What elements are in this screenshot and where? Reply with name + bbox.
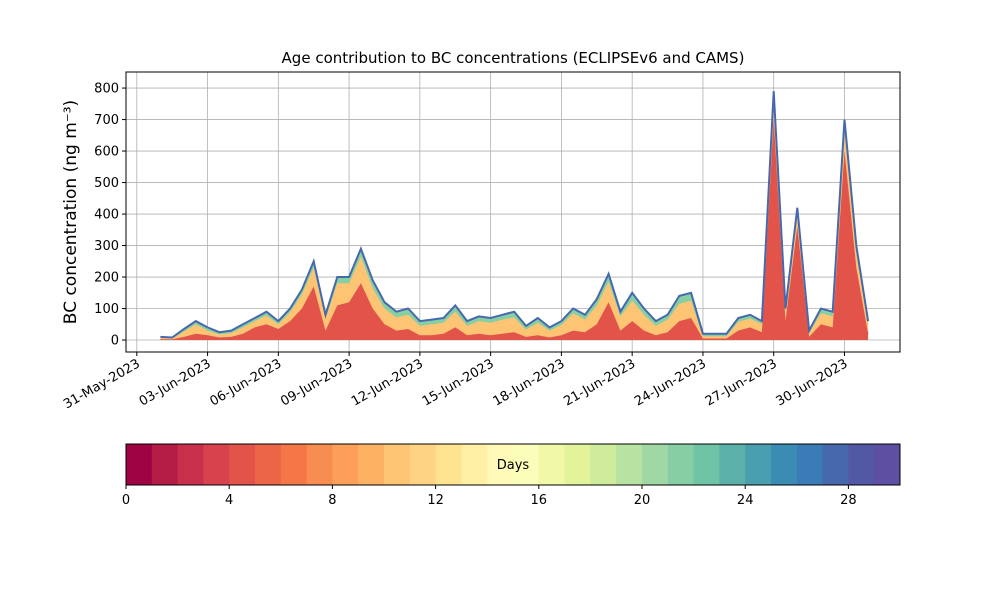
colorbar-swatch xyxy=(796,444,824,485)
colorbar-swatch xyxy=(177,444,204,485)
colorbar-swatch xyxy=(667,444,695,485)
x-tick-label: 09-Jun-2023 xyxy=(278,356,355,409)
colorbar-swatch xyxy=(332,444,359,485)
area-fill xyxy=(160,119,869,340)
colorbar-swatch xyxy=(126,444,153,485)
y-tick-label: 300 xyxy=(94,239,119,254)
colorbar-tick-label: 12 xyxy=(427,493,444,508)
x-tick-label: 15-Jun-2023 xyxy=(420,356,497,409)
colorbar-swatch xyxy=(616,444,643,485)
y-tick-label: 800 xyxy=(94,82,119,97)
colorbar-swatch xyxy=(203,444,230,485)
colorbar-swatch xyxy=(358,444,385,485)
colorbar-swatch xyxy=(409,444,437,485)
x-tick-label: 21-Jun-2023 xyxy=(561,356,638,409)
colorbar-swatch xyxy=(487,444,514,485)
colorbar-swatch xyxy=(771,444,798,485)
y-tick-label: 500 xyxy=(94,176,119,191)
y-tick-label: 700 xyxy=(94,113,119,128)
x-tick-label: 06-Jun-2023 xyxy=(208,356,285,409)
colorbar-swatch xyxy=(461,444,488,485)
x-tick-label: 27-Jun-2023 xyxy=(703,356,780,409)
colorbar-swatch xyxy=(745,444,772,485)
colorbar-swatch xyxy=(564,444,591,485)
x-tick-label: 18-Jun-2023 xyxy=(491,356,568,409)
y-tick-label: 600 xyxy=(94,145,119,160)
y-tick-label: 0 xyxy=(111,334,119,349)
x-tick-label: 24-Jun-2023 xyxy=(632,356,709,409)
colorbar-swatch xyxy=(693,444,720,485)
colorbar-frame xyxy=(125,443,901,486)
colorbar-swatch xyxy=(848,444,875,485)
colorbar-swatch xyxy=(874,444,901,485)
colorbar-swatch xyxy=(255,444,282,485)
y-tick-label: 200 xyxy=(94,271,119,286)
colorbar-swatch xyxy=(538,444,566,485)
chart-title: Age contribution to BC concentrations (E… xyxy=(282,49,745,67)
x-tick-label: 31-May-2023 xyxy=(61,356,143,412)
colorbar-swatch xyxy=(642,444,669,485)
colorbar-tick-label: 20 xyxy=(634,493,651,508)
colorbar-tick-label: 28 xyxy=(840,493,857,508)
x-tick-label: 03-Jun-2023 xyxy=(137,356,214,409)
plot-frame xyxy=(125,71,901,353)
colorbar-swatch xyxy=(306,444,333,485)
y-tick-label: 100 xyxy=(94,302,119,317)
x-tick-label: 30-Jun-2023 xyxy=(774,356,851,409)
colorbar-swatch xyxy=(719,444,746,485)
colorbar-tick-label: 0 xyxy=(122,493,130,508)
colorbar-swatch xyxy=(151,444,179,485)
colorbar-label: Days xyxy=(497,458,530,473)
colorbar-swatch xyxy=(384,444,411,485)
colorbar-tick-label: 24 xyxy=(737,493,754,508)
colorbar-swatch xyxy=(435,444,462,485)
colorbar-tick-label: 16 xyxy=(531,493,548,508)
colorbar-tick-label: 4 xyxy=(225,493,233,508)
colorbar-swatch xyxy=(280,444,308,485)
area-edge xyxy=(160,91,870,339)
colorbar-swatch xyxy=(822,444,849,485)
colorbar-tick-label: 8 xyxy=(328,493,336,508)
colorbar-swatch xyxy=(590,444,617,485)
colorbar-swatch xyxy=(229,444,256,485)
y-tick-label: 400 xyxy=(94,208,119,223)
y-axis-label: BC concentration (ng m⁻³) xyxy=(61,100,81,324)
x-tick-label: 12-Jun-2023 xyxy=(349,356,426,409)
colorbar-swatch xyxy=(513,444,540,485)
